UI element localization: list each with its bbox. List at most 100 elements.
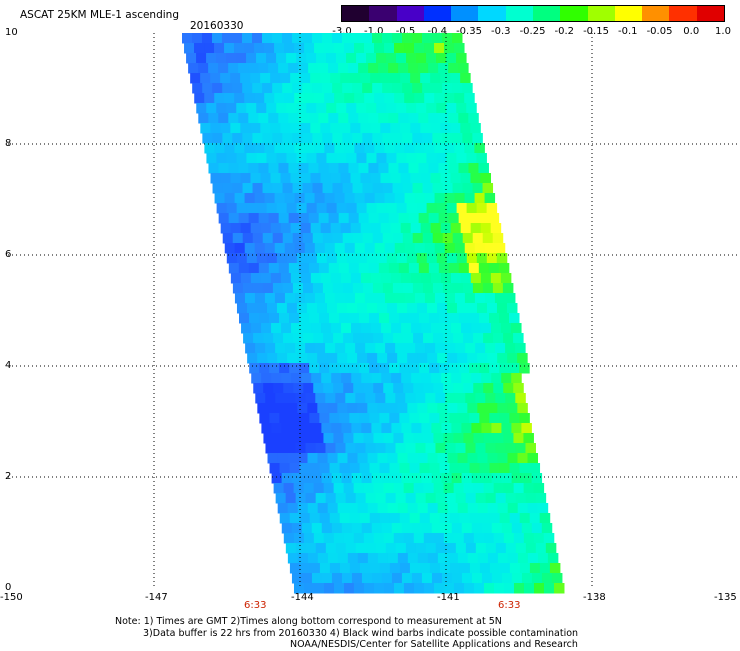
swath-cell	[492, 283, 504, 294]
swath-cell	[487, 453, 499, 464]
swath-cell	[391, 323, 402, 334]
swath-cell	[287, 553, 299, 564]
swath-cell	[485, 343, 496, 354]
swath-cell	[333, 333, 344, 344]
swath-cell	[204, 143, 215, 154]
swath-cell	[326, 153, 337, 164]
swath-cell	[332, 33, 343, 44]
swath-cell	[338, 263, 350, 274]
swath-cell	[260, 173, 272, 184]
swath-cell	[434, 43, 445, 54]
swath-cell	[529, 463, 541, 474]
swath-cell	[272, 183, 284, 194]
swath-cell	[469, 463, 481, 474]
swath-cell	[288, 63, 299, 74]
swath-cell	[194, 93, 205, 104]
swath-cell	[476, 153, 487, 164]
swath-cell	[374, 143, 385, 154]
swath-cell	[480, 223, 492, 234]
swath-cell	[461, 373, 472, 384]
swath-cell	[406, 303, 418, 314]
colorbar-segment	[478, 6, 507, 21]
swath-cell	[351, 373, 362, 384]
swath-cell	[351, 523, 363, 534]
swath-cell	[315, 493, 327, 504]
swath-cell	[294, 243, 306, 254]
swath-cell	[284, 43, 295, 54]
swath-cell	[321, 423, 332, 434]
swath-cell	[344, 143, 355, 154]
swath-cell	[444, 93, 455, 104]
swath-cell	[509, 363, 520, 374]
swath-cell	[313, 433, 324, 444]
swath-cell	[230, 273, 242, 284]
swath-cell	[391, 473, 403, 484]
swath-cell	[288, 163, 299, 174]
swath-cell	[384, 43, 395, 54]
swath-cell	[498, 263, 510, 274]
swath-cell	[466, 103, 477, 114]
swath-cell	[368, 213, 380, 224]
swath-cell	[533, 483, 545, 494]
swath-cell	[411, 573, 423, 584]
swath-cell	[276, 103, 287, 114]
swath-cell	[304, 143, 315, 154]
swath-cell	[503, 583, 515, 594]
swath-cell	[277, 403, 288, 414]
swath-cell	[266, 153, 277, 164]
swath-cell	[479, 463, 491, 474]
swath-cell	[324, 93, 335, 104]
swath-cell	[441, 573, 453, 584]
swath-cell	[337, 453, 349, 464]
swath-cell	[357, 403, 368, 414]
swath-cell	[501, 323, 512, 334]
swath-cell	[480, 273, 492, 284]
swath-cell	[456, 303, 468, 314]
swath-cell	[252, 233, 264, 244]
swath-cell	[502, 283, 514, 294]
swath-cell	[385, 393, 396, 404]
swath-cell	[399, 563, 411, 574]
swath-cell	[347, 353, 358, 364]
swath-cell	[393, 583, 405, 594]
swath-cell	[276, 153, 287, 164]
swath-cell	[244, 143, 255, 154]
swath-cell	[410, 123, 421, 134]
swath-cell	[323, 383, 334, 394]
swath-cell	[414, 143, 425, 154]
swath-cell	[459, 363, 470, 374]
swath-cell	[419, 463, 431, 474]
swath-cell	[265, 393, 276, 404]
swath-cell	[371, 473, 383, 484]
swath-cell	[359, 463, 371, 474]
swath-cell	[517, 503, 529, 514]
swath-cell	[250, 173, 262, 184]
swath-cell	[483, 433, 494, 444]
swath-cell	[470, 123, 481, 134]
x-tick-label: -147	[145, 592, 168, 603]
swath-cell	[255, 393, 266, 404]
swath-cell	[491, 573, 503, 584]
swath-cell	[331, 573, 343, 584]
swath-cell	[303, 333, 314, 344]
swath-cell	[253, 383, 264, 394]
swath-cell	[259, 363, 270, 374]
swath-cell	[242, 183, 254, 194]
swath-cell	[339, 513, 351, 524]
swath-cell	[385, 343, 396, 354]
swath-cell	[403, 583, 415, 594]
swath-cell	[398, 113, 409, 124]
swath-cell	[537, 503, 549, 514]
swath-cell	[501, 573, 513, 584]
swath-cell	[269, 313, 280, 324]
swath-cell	[270, 173, 282, 184]
swath-cell	[373, 583, 385, 594]
swath-cell	[399, 413, 410, 424]
y-tick-label: 0	[5, 582, 12, 593]
swath-cell	[362, 133, 373, 144]
swath-cell	[509, 513, 521, 524]
swath-cell	[452, 233, 464, 244]
swath-cell	[479, 413, 490, 424]
swath-cell	[415, 343, 426, 354]
swath-cell	[206, 153, 217, 164]
